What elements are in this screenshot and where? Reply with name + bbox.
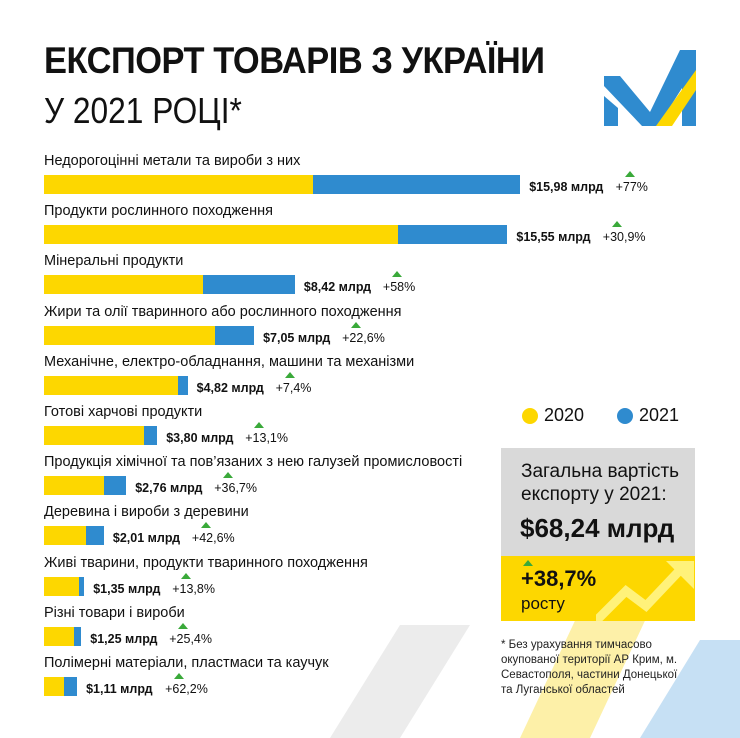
growth-up-icon [523,560,533,566]
value-label: $8,42 млрд [303,280,372,295]
growth-word: росту [521,594,565,613]
value-label: $15,98 млрд [529,180,604,194]
growth-label: +42,6% [191,531,235,546]
total-value: $68,24 млрд [520,513,675,543]
bar-2020 [44,375,178,395]
legend-item-2021: 2021 [617,405,679,426]
value-label: $3,80 млрд [166,431,234,445]
growth-up-icon [624,171,635,177]
stripe-blue [640,640,740,738]
category-label: Недорогоцінні метали та вироби з них [44,153,301,169]
growth-up-icon [174,673,185,679]
category-label: Полімерні матеріали, пластмаси та каучук [44,655,329,671]
value-label: $1,35 млрд [93,581,161,596]
logo-icon [604,50,696,126]
legend-label-2021: 2021 [639,405,680,425]
growth-up-icon [178,622,189,629]
growth-up-icon [181,572,192,579]
bar-2020 [44,275,203,295]
category-label: Мінеральні продукти [44,253,184,270]
legend-dot-2020 [522,407,538,424]
bar-2020 [44,225,399,245]
value-label: $2,76 млрд [135,481,203,496]
value-label: $4,82 млрд [196,380,264,395]
growth-up-icon [351,321,362,328]
growth-up-icon [391,271,402,278]
bar-2020 [44,677,65,696]
bar-2020 [44,426,145,445]
category-label: Різні товари і вироби [44,604,185,621]
growth-up-icon [223,472,234,479]
category-label: Жири та олії тваринного або рослинного п… [44,303,402,320]
growth-label: +62,2% [165,682,208,696]
legend-item-2020: 2020 [522,405,584,426]
page-title: ЕКСПОРТ ТОВАРІВ З УКРАЇНИ [44,40,545,81]
total-box: Загальна вартість експорту у 2021: $68,2… [501,448,695,556]
growth-label: +36,7% [214,481,257,496]
bar-2020 [44,576,80,596]
growth-label: +77% [615,180,648,194]
total-title: Загальна вартість експорту у 2021: [521,461,680,505]
category-label: Готові харчові продукти [44,404,203,420]
growth-label: +25,4% [169,631,212,646]
growth-up-icon [284,371,295,378]
legend-label-2020: 2020 [544,405,585,425]
page-subtitle: У 2021 РОЦІ* [44,90,242,131]
category-label: Механічне, електро-обладнання, машини та… [44,353,415,370]
growth-up-icon [611,221,622,228]
footnote: * Без урахування тимчасово окупованої те… [501,639,678,696]
legend-dot-2021 [617,407,633,424]
bar-2020 [44,325,216,345]
stripe-gray [330,625,470,738]
growth-box: +38,7% росту [501,556,695,621]
growth-label: +22,6% [342,330,385,345]
category-label: Продукти рослинного походження [44,203,273,220]
stripe-yellow [520,610,650,738]
category-label: Продукція хімічної та пов’язаних з нею г… [44,454,463,471]
growth-up-icon [254,422,265,428]
growth-label: +7,4% [275,380,312,395]
growth-value: +38,7% [521,566,597,591]
bar-2020 [44,476,105,496]
growth-label: +58% [382,280,416,295]
category-label: Живі тварини, продукти тваринного походж… [44,554,368,571]
value-label: $2,01 млрд [112,531,181,546]
category-label: Деревина і вироби з деревини [44,504,249,521]
growth-label: +30,9% [602,230,646,245]
growth-up-icon [200,522,211,529]
growth-label: +13,8% [172,581,215,596]
bar-2020 [44,175,314,194]
growth-label: +13,1% [245,431,288,445]
value-label: $1,11 млрд [86,682,153,696]
bar-2020 [44,526,87,546]
value-label: $7,05 млрд [263,330,331,345]
value-label: $1,25 млрд [90,631,158,646]
value-label: $15,55 млрд [516,230,591,245]
growth-arrow-icon [596,561,694,621]
bar-2020 [44,626,74,646]
